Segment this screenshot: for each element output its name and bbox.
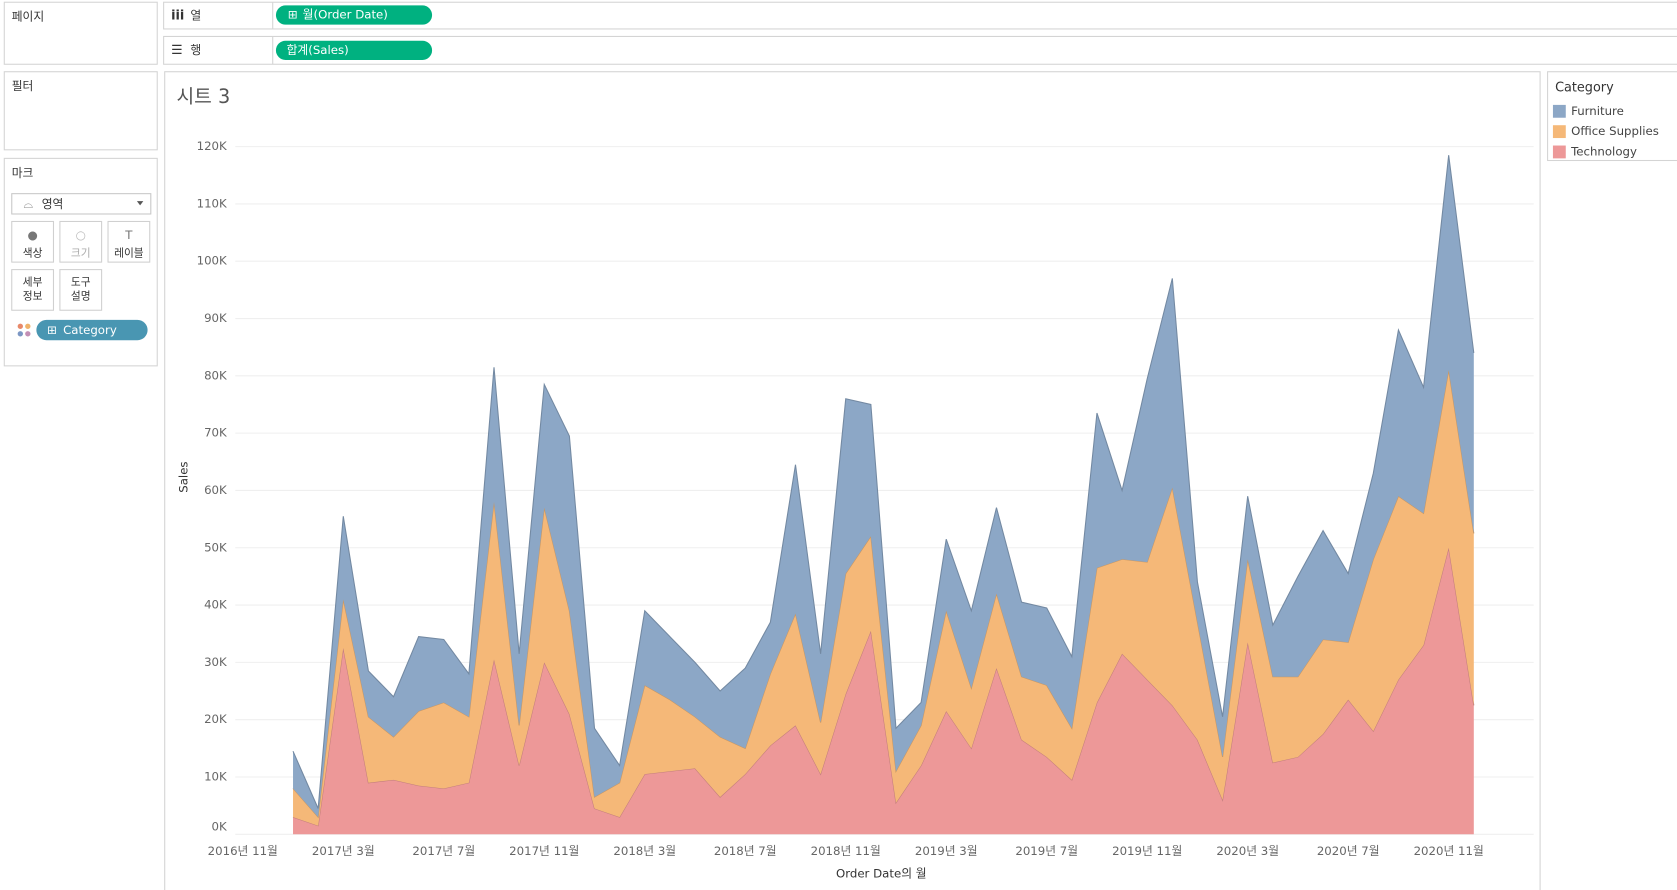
plot: 0K 10K 20K 30K 40K 50K 60K 70K 80K 90K 100K 110K 120…	[197, 139, 1534, 858]
y-axis-label: Sales	[176, 461, 190, 492]
mark-button-label: 설명	[71, 289, 91, 302]
x-axis-label: Order Date의 월	[836, 866, 927, 880]
color-icon	[17, 323, 23, 329]
mark-button[interactable]	[59, 269, 103, 311]
x-tick-label: 2017년 7월	[412, 844, 475, 858]
y-tick-label: 110K	[197, 196, 227, 210]
rows-pill-text: 합계(Sales)	[287, 43, 349, 57]
color-icon	[17, 331, 23, 337]
category-pill[interactable]	[36, 319, 148, 341]
pages-title: 페이지	[12, 10, 44, 24]
rows-pill[interactable]	[275, 40, 433, 60]
legend	[1547, 71, 1677, 162]
columns-icon: iii	[171, 9, 184, 24]
legend-swatch	[1552, 104, 1566, 118]
legend-swatch	[1552, 125, 1566, 139]
mark-type: 영역	[42, 197, 64, 211]
mark-button-label: 도구	[71, 275, 91, 288]
color-icon	[25, 331, 31, 337]
mark-type-icon: ⌓	[24, 197, 34, 211]
x-tick-label: 2018년 7월	[714, 844, 777, 858]
pill-icon: ⊞	[47, 323, 57, 337]
mark-button-icon: ●	[27, 228, 37, 242]
mark-button-label: 레이블	[114, 247, 144, 260]
x-tick-label: 2020년 3월	[1216, 844, 1279, 858]
rows-icon: ☰	[171, 43, 183, 58]
mark-button[interactable]	[11, 220, 55, 263]
category-pill-text: Category	[63, 323, 117, 337]
y-tick-label: 20K	[204, 712, 227, 726]
filters-shelf[interactable]	[3, 71, 158, 151]
x-tick-label: 2018년 3월	[613, 844, 676, 858]
y-tick-label: 70K	[204, 426, 227, 440]
y-tick-label: 60K	[204, 483, 227, 497]
mark-button[interactable]	[59, 220, 103, 263]
y-tick-label: 100K	[197, 254, 227, 268]
area-edge	[292, 155, 1475, 809]
columns-label: 열	[190, 9, 201, 23]
color-icon	[25, 323, 31, 329]
legend-label: Technology	[1570, 144, 1637, 158]
y-tick-label: 90K	[204, 311, 227, 325]
x-tick-label: 2017년 11월	[509, 844, 579, 858]
area	[293, 370, 1474, 826]
y-tick-label: 80K	[204, 368, 227, 382]
y-tick-label: 0K	[212, 819, 227, 833]
columns-pill-text: 월(Order Date)	[303, 8, 388, 22]
x-tick-label: 2020년 7월	[1317, 844, 1380, 858]
legend-items: Furniture Office Supplies Technology	[1552, 104, 1659, 159]
mark-type-dropdown[interactable]	[11, 193, 152, 215]
marks-title: 마크	[12, 166, 34, 180]
legend-label: Office Supplies	[1571, 124, 1659, 138]
y-tick-label: 120K	[197, 139, 227, 153]
mark-button-label: 세부	[23, 275, 43, 288]
pill-icon: ⊞	[288, 8, 298, 22]
y-tick-label: 10K	[204, 769, 227, 783]
y-tick-label: 30K	[204, 655, 227, 669]
y-tick-label: 40K	[204, 598, 227, 612]
x-tick-label: 2020년 11월	[1414, 844, 1484, 858]
x-tick-label: 2016년 11월	[208, 844, 278, 858]
mark-button-icon: T	[124, 228, 133, 242]
y-tick-label: 50K	[204, 540, 227, 554]
legend-label: Furniture	[1571, 104, 1624, 118]
legend-swatch	[1552, 145, 1566, 159]
mark-button-label: 정보	[23, 289, 43, 302]
mark-button-icon: ○	[76, 228, 86, 242]
rows-label: 행	[190, 43, 201, 57]
x-tick-label: 2019년 7월	[1015, 844, 1078, 858]
x-tick-label: 2019년 3월	[915, 844, 978, 858]
legend-title: Category	[1555, 80, 1614, 95]
columns-pill[interactable]	[275, 5, 433, 25]
mark-button[interactable]	[107, 220, 151, 263]
x-tick-label: 2017년 3월	[312, 844, 375, 858]
mark-button[interactable]	[11, 269, 55, 311]
mark-button-label: 크기	[71, 247, 91, 260]
chart-title: 시트 3	[176, 85, 230, 108]
mark-button-label: 색상	[23, 247, 43, 260]
filters-title: 필터	[12, 79, 34, 93]
pages-shelf[interactable]	[3, 1, 158, 65]
area	[293, 547, 1474, 835]
area-edge	[292, 370, 1475, 819]
dropdown-arrow	[136, 201, 144, 206]
x-tick-label: 2018년 11월	[811, 844, 881, 858]
x-tick-label: 2019년 11월	[1112, 844, 1182, 858]
